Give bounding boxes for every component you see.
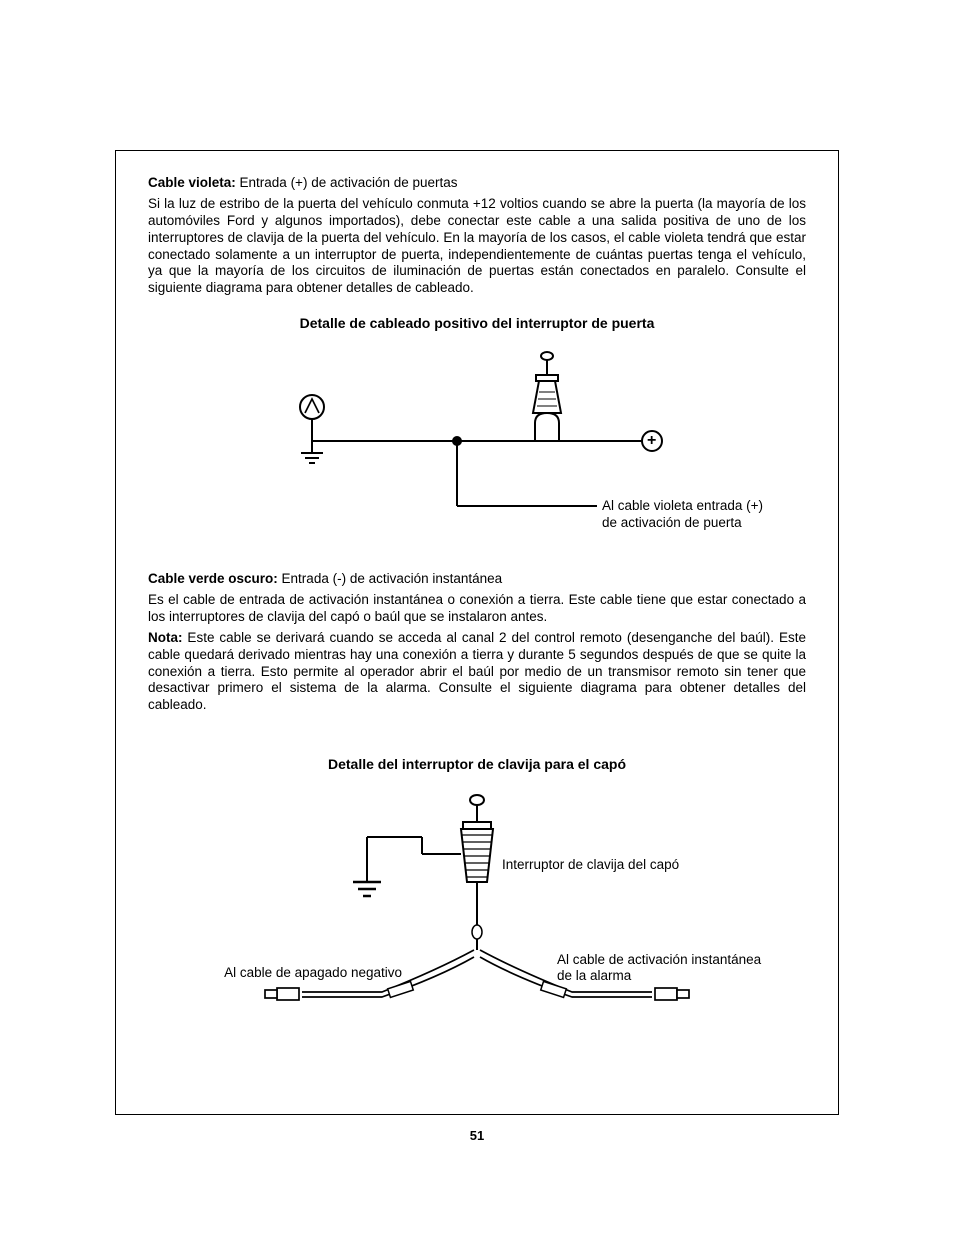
page-frame: Cable violeta: Entrada (+) de activación… <box>115 150 839 1115</box>
section2-heading: Detalle del interruptor de clavija para … <box>148 756 806 772</box>
section2-note-label: Nota: <box>148 630 183 645</box>
section1-label-after: Entrada (+) de activación de puertas <box>236 175 458 190</box>
diagram2-right-label-2: de la alarma <box>557 968 631 984</box>
section2-body2-text: Este cable se derivará cuando se acceda … <box>148 630 806 713</box>
diagram2-right-label-1: Al cable de activación instantánea <box>557 952 761 968</box>
section1-para: Cable violeta: Entrada (+) de activación… <box>148 175 806 192</box>
section2-body1: Es el cable de entrada de activación ins… <box>148 592 806 626</box>
section1-body: Si la luz de estribo de la puerta del ve… <box>148 196 806 297</box>
section1-label: Cable violeta: <box>148 175 236 190</box>
section2-label-after: Entrada (-) de activación instantánea <box>278 571 502 586</box>
diagram2-left-label: Al cable de apagado negativo <box>224 965 402 981</box>
page-number: 51 <box>0 1128 954 1143</box>
section2-label: Cable verde oscuro: <box>148 571 278 586</box>
diagram1-caption-1: Al cable violeta entrada (+) <box>602 498 763 514</box>
plus-symbol: + <box>647 431 656 450</box>
diagram2-switch-label: Interruptor de clavija del capó <box>502 857 679 873</box>
diagram-2-svg <box>207 782 747 1042</box>
section2-body2: Nota: Este cable se derivará cuando se a… <box>148 630 806 714</box>
diagram-1: + Al cable violeta entrada (+) de activa… <box>148 341 806 541</box>
section2-line1: Cable verde oscuro: Entrada (-) de activ… <box>148 571 806 588</box>
section1-heading: Detalle de cableado positivo del interru… <box>148 315 806 331</box>
diagram1-caption-2: de activación de puerta <box>602 515 742 531</box>
diagram-2: Interruptor de clavija del capó Al cable… <box>148 782 806 1042</box>
